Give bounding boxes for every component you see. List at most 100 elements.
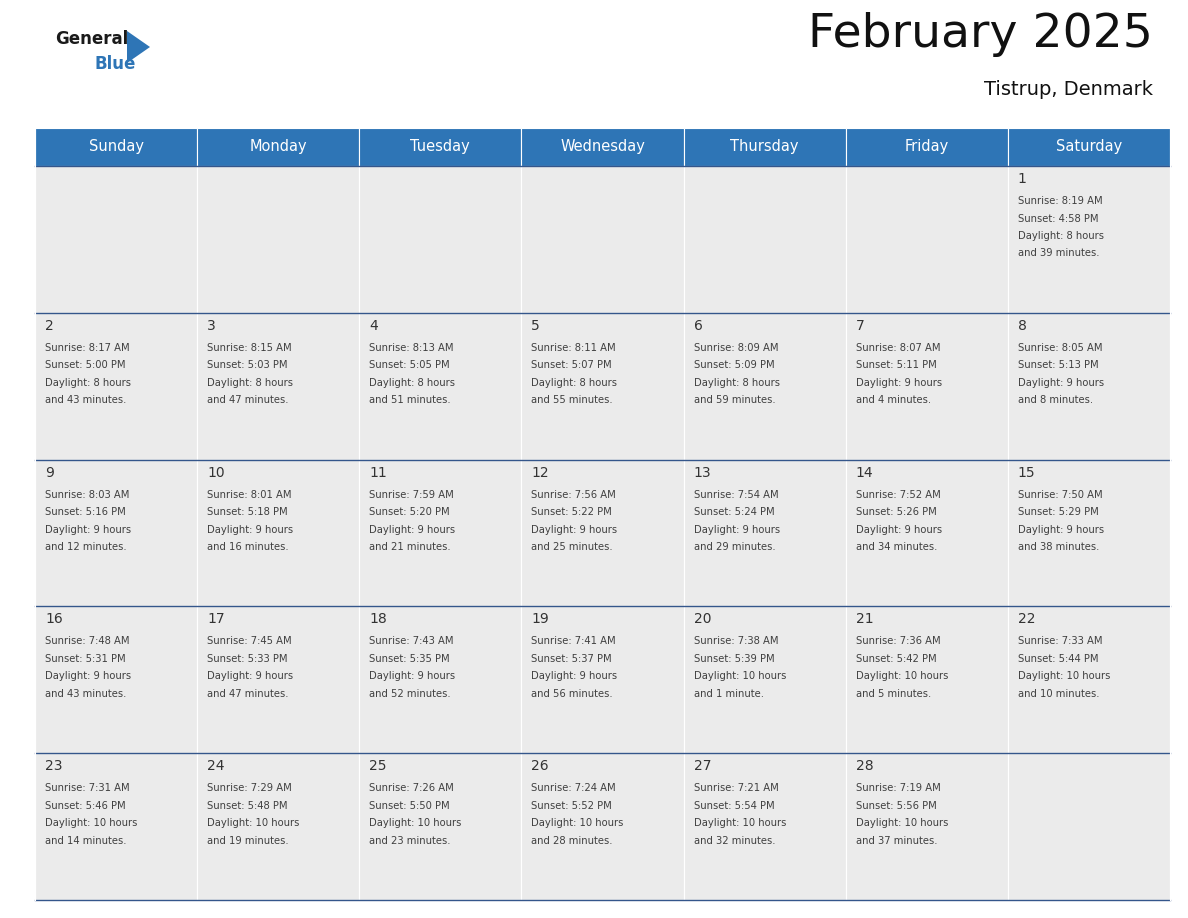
Text: 18: 18 (369, 612, 387, 626)
Text: Sunset: 5:09 PM: Sunset: 5:09 PM (694, 360, 775, 370)
Text: Sunset: 5:11 PM: Sunset: 5:11 PM (855, 360, 936, 370)
Text: Sunset: 5:56 PM: Sunset: 5:56 PM (855, 800, 936, 811)
Text: Sunrise: 7:29 AM: Sunrise: 7:29 AM (207, 783, 292, 793)
Text: and 56 minutes.: and 56 minutes. (531, 688, 613, 699)
Text: Sunset: 5:37 PM: Sunset: 5:37 PM (531, 654, 612, 664)
Text: Thursday: Thursday (731, 140, 798, 154)
Text: and 47 minutes.: and 47 minutes. (207, 396, 289, 406)
Bar (1007, 753, 1170, 900)
Text: 17: 17 (207, 612, 225, 626)
Text: Sunset: 5:52 PM: Sunset: 5:52 PM (531, 800, 612, 811)
Text: Blue: Blue (95, 55, 137, 73)
Bar (683, 313, 846, 460)
Text: Sunrise: 7:33 AM: Sunrise: 7:33 AM (1018, 636, 1102, 646)
Text: Daylight: 9 hours: Daylight: 9 hours (1018, 378, 1104, 387)
Text: Sunset: 5:31 PM: Sunset: 5:31 PM (45, 654, 126, 664)
Text: Sunrise: 7:45 AM: Sunrise: 7:45 AM (207, 636, 292, 646)
Bar (359, 313, 522, 460)
Text: Sunrise: 8:09 AM: Sunrise: 8:09 AM (694, 342, 778, 353)
Bar (846, 128, 1007, 166)
Text: Daylight: 10 hours: Daylight: 10 hours (369, 818, 462, 828)
Text: and 34 minutes.: and 34 minutes. (855, 543, 937, 552)
Text: 10: 10 (207, 465, 225, 479)
Bar (522, 460, 683, 607)
Text: and 28 minutes.: and 28 minutes. (531, 835, 613, 845)
Text: Sunset: 5:24 PM: Sunset: 5:24 PM (694, 507, 775, 517)
Text: and 1 minute.: and 1 minute. (694, 688, 764, 699)
Text: Daylight: 9 hours: Daylight: 9 hours (1018, 524, 1104, 534)
Bar (683, 607, 846, 753)
Text: Sunrise: 7:43 AM: Sunrise: 7:43 AM (369, 636, 454, 646)
Text: Daylight: 9 hours: Daylight: 9 hours (207, 671, 293, 681)
Bar (1007, 607, 1170, 753)
Text: Sunrise: 7:54 AM: Sunrise: 7:54 AM (694, 489, 778, 499)
Text: Wednesday: Wednesday (560, 140, 645, 154)
Bar (522, 166, 683, 313)
Text: February 2025: February 2025 (808, 12, 1154, 57)
Polygon shape (127, 31, 150, 63)
Text: Sunset: 5:13 PM: Sunset: 5:13 PM (1018, 360, 1099, 370)
Text: 13: 13 (694, 465, 712, 479)
Text: 24: 24 (207, 759, 225, 773)
Text: 28: 28 (855, 759, 873, 773)
Text: Sunrise: 7:26 AM: Sunrise: 7:26 AM (369, 783, 454, 793)
Bar (522, 313, 683, 460)
Text: Sunset: 5:33 PM: Sunset: 5:33 PM (207, 654, 287, 664)
Text: 8: 8 (1018, 319, 1026, 333)
Text: Daylight: 9 hours: Daylight: 9 hours (531, 524, 618, 534)
Bar (197, 753, 359, 900)
Bar (197, 460, 359, 607)
Text: Daylight: 9 hours: Daylight: 9 hours (369, 671, 455, 681)
Text: Sunrise: 8:13 AM: Sunrise: 8:13 AM (369, 342, 454, 353)
Text: and 21 minutes.: and 21 minutes. (369, 543, 451, 552)
Bar (197, 166, 359, 313)
Text: Sunset: 5:46 PM: Sunset: 5:46 PM (45, 800, 126, 811)
Bar (197, 313, 359, 460)
Bar (846, 166, 1007, 313)
Text: 4: 4 (369, 319, 378, 333)
Text: and 38 minutes.: and 38 minutes. (1018, 543, 1099, 552)
Text: Sunday: Sunday (89, 140, 144, 154)
Text: Sunrise: 7:24 AM: Sunrise: 7:24 AM (531, 783, 617, 793)
Text: Sunrise: 8:19 AM: Sunrise: 8:19 AM (1018, 196, 1102, 206)
Bar (34, 753, 197, 900)
Text: Daylight: 10 hours: Daylight: 10 hours (1018, 671, 1111, 681)
Text: and 51 minutes.: and 51 minutes. (369, 396, 451, 406)
Text: and 19 minutes.: and 19 minutes. (207, 835, 289, 845)
Text: Daylight: 9 hours: Daylight: 9 hours (531, 671, 618, 681)
Text: Sunset: 5:50 PM: Sunset: 5:50 PM (369, 800, 450, 811)
Text: Daylight: 9 hours: Daylight: 9 hours (855, 524, 942, 534)
Text: Sunrise: 8:17 AM: Sunrise: 8:17 AM (45, 342, 129, 353)
Bar (846, 460, 1007, 607)
Text: and 5 minutes.: and 5 minutes. (855, 688, 931, 699)
Text: Daylight: 8 hours: Daylight: 8 hours (45, 378, 131, 387)
Bar (359, 607, 522, 753)
Text: Sunset: 5:39 PM: Sunset: 5:39 PM (694, 654, 775, 664)
Text: Daylight: 8 hours: Daylight: 8 hours (207, 378, 293, 387)
Text: Daylight: 10 hours: Daylight: 10 hours (207, 818, 299, 828)
Bar (359, 753, 522, 900)
Text: Daylight: 8 hours: Daylight: 8 hours (369, 378, 455, 387)
Text: Sunrise: 8:15 AM: Sunrise: 8:15 AM (207, 342, 292, 353)
Text: and 43 minutes.: and 43 minutes. (45, 688, 126, 699)
Text: 19: 19 (531, 612, 549, 626)
Text: Sunset: 5:07 PM: Sunset: 5:07 PM (531, 360, 612, 370)
Text: 15: 15 (1018, 465, 1036, 479)
Text: Sunset: 5:29 PM: Sunset: 5:29 PM (1018, 507, 1099, 517)
Text: Sunrise: 7:48 AM: Sunrise: 7:48 AM (45, 636, 129, 646)
Text: Sunset: 5:48 PM: Sunset: 5:48 PM (207, 800, 287, 811)
Bar (683, 753, 846, 900)
Text: 20: 20 (694, 612, 712, 626)
Text: Daylight: 9 hours: Daylight: 9 hours (855, 378, 942, 387)
Text: Daylight: 9 hours: Daylight: 9 hours (207, 524, 293, 534)
Bar (197, 607, 359, 753)
Text: 3: 3 (207, 319, 216, 333)
Text: Sunrise: 7:41 AM: Sunrise: 7:41 AM (531, 636, 617, 646)
Text: Sunrise: 7:38 AM: Sunrise: 7:38 AM (694, 636, 778, 646)
Text: Saturday: Saturday (1056, 140, 1121, 154)
Text: and 8 minutes.: and 8 minutes. (1018, 396, 1093, 406)
Bar (359, 128, 522, 166)
Text: Sunrise: 7:52 AM: Sunrise: 7:52 AM (855, 489, 941, 499)
Text: and 39 minutes.: and 39 minutes. (1018, 249, 1099, 259)
Text: Sunrise: 7:19 AM: Sunrise: 7:19 AM (855, 783, 941, 793)
